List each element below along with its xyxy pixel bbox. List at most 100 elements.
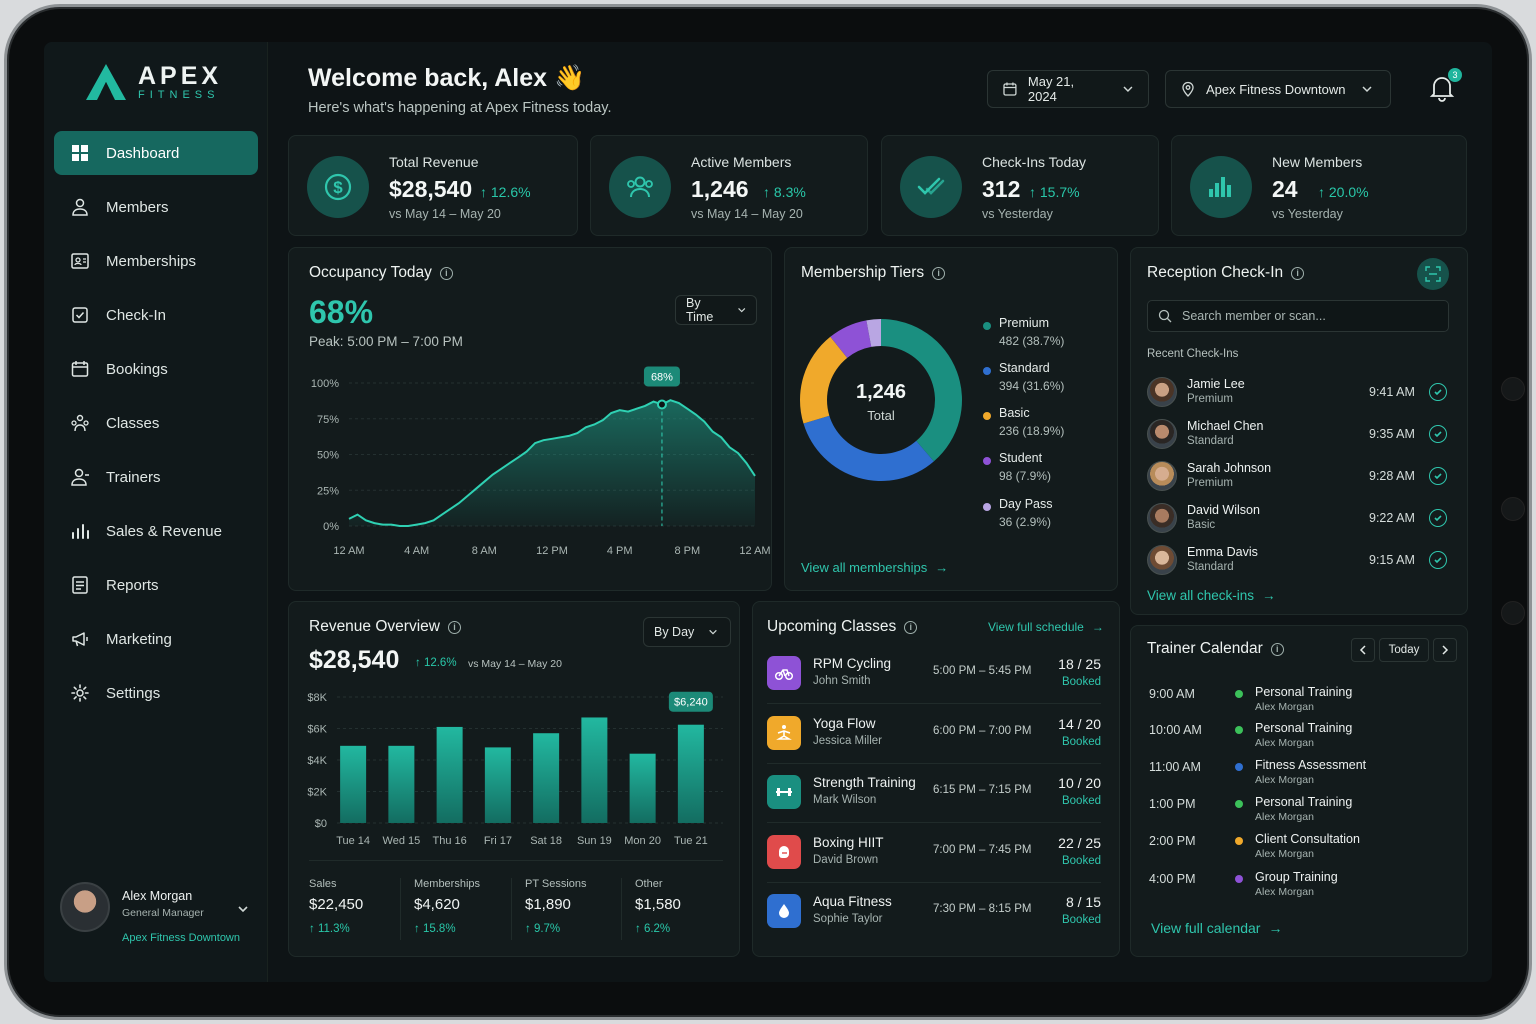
calendar-event[interactable]: 4:00 PM Group Training Alex Morgan	[1131, 869, 1467, 903]
bar-tue-14[interactable]	[340, 745, 367, 823]
kpi-icon-wrap	[609, 156, 671, 218]
kpi-card[interactable]: New Members 24 ↑ 20.0% vs Yesterday	[1171, 135, 1467, 236]
avatar	[60, 882, 110, 932]
class-booked: 14 / 20	[1058, 715, 1101, 732]
info-icon[interactable]: i	[1291, 266, 1305, 280]
event-trainer: Alex Morgan	[1255, 701, 1314, 713]
view-calendar-link[interactable]: View full calendar →	[1151, 920, 1282, 936]
event-title: Fitness Assessment	[1255, 758, 1367, 772]
class-booked: 18 / 25	[1058, 656, 1101, 672]
sidebar-item-marketing[interactable]: Marketing	[54, 617, 258, 661]
logo[interactable]: APEX FITNESS	[84, 62, 222, 102]
brand-name: APEX	[138, 62, 223, 90]
class-row[interactable]: Yoga Flow Jessica Miller 6:00 PM – 7:00 PM…	[753, 706, 1119, 764]
revenue-title: Revenue Overview	[309, 618, 440, 635]
legend-item: Standard 394 (31.6%)	[983, 361, 1103, 397]
checkin-row[interactable]: Emma Davis Standard 9:15 AM	[1131, 540, 1467, 580]
calendar-event[interactable]: 1:00 PM Personal Training Alex Morgan	[1131, 794, 1467, 828]
class-row[interactable]: RPM Cycling John Smith 5:00 PM – 5:45 PM 18…	[753, 646, 1119, 704]
tooltip-box	[643, 366, 680, 387]
class-row[interactable]: Strength Training Mark Wilson 6:15 PM – 7:…	[753, 765, 1119, 823]
user-profile[interactable]: Alex Morgan General Manager Apex Fitness…	[60, 880, 260, 950]
scan-button[interactable]	[1417, 258, 1449, 290]
bell-icon[interactable]	[1426, 72, 1458, 104]
sidebar-item-classes[interactable]: Classes	[54, 401, 258, 445]
bar-tue-21[interactable]	[677, 724, 704, 823]
checkin-row[interactable]: Jamie Lee Premium 9:41 AM	[1131, 372, 1467, 412]
class-row[interactable]: Boxing HIIT David Brown 7:00 PM – 7:45 PM 2…	[753, 825, 1119, 883]
kpi-icon-wrap	[1190, 156, 1252, 218]
view-schedule-link[interactable]: View full schedule →	[988, 620, 1104, 634]
revenue-value: $28,540	[309, 646, 400, 674]
checkbox-icon	[72, 307, 88, 323]
dollar-icon: $	[324, 173, 352, 201]
calendar-event[interactable]: 9:00 AM Personal Training Alex Morgan	[1131, 684, 1467, 718]
checkin-row[interactable]: David Wilson Basic 9:22 AM	[1131, 498, 1467, 538]
sidebar-item-reports[interactable]: Reports	[54, 563, 258, 607]
class-time: 6:15 PM – 7:15 PM	[933, 784, 1032, 796]
y-tick-label: $8K	[307, 692, 327, 704]
view-checkins-link[interactable]: View all check-ins →	[1147, 588, 1276, 603]
legend-value: 482 (38.7%)	[999, 334, 1065, 348]
checkin-row[interactable]: Michael Chen Standard 9:35 AM	[1131, 414, 1467, 454]
search-input[interactable]: Search member or scan...	[1147, 300, 1449, 332]
sidebar-item-bookings[interactable]: Bookings	[54, 347, 258, 391]
occupancy-filter[interactable]: By Time	[675, 295, 757, 325]
user-name: Alex Morgan	[122, 889, 193, 903]
class-row[interactable]: Aqua Fitness Sophie Taylor 7:30 PM – 8:15 …	[753, 884, 1119, 942]
info-icon[interactable]: i	[904, 620, 918, 634]
bar-sat-18[interactable]	[533, 733, 560, 823]
bar-fri-17[interactable]	[484, 747, 511, 823]
card-title: Membership Tiers i	[801, 264, 946, 282]
revenue-filter[interactable]: By Day	[643, 617, 731, 647]
kpi-card[interactable]: Active Members 1,246 ↑ 8.3% vs May 14 – May…	[590, 135, 868, 236]
calendar-prev-button[interactable]	[1351, 638, 1375, 662]
chevron-down-icon[interactable]	[236, 902, 250, 916]
calendar-next-button[interactable]	[1433, 638, 1457, 662]
info-icon[interactable]: i	[932, 266, 946, 280]
info-icon[interactable]: i	[439, 266, 453, 280]
pie-slice-standard[interactable]	[803, 415, 934, 481]
megaphone-icon	[72, 632, 88, 647]
sidebar-item-settings[interactable]: Settings	[54, 671, 258, 715]
bar-thu-16[interactable]	[436, 726, 463, 823]
pie-slice-premium[interactable]	[881, 319, 962, 462]
class-trainer: Mark Wilson	[813, 794, 877, 806]
pie-slice-day-pass[interactable]	[866, 319, 881, 347]
main-content: Welcome back, Alex 👋 Here's what's happe…	[288, 42, 1492, 982]
sidebar-item-trainers[interactable]: Trainers	[54, 455, 258, 499]
info-icon[interactable]: i	[1270, 642, 1284, 656]
sidebar-item-sales-revenue[interactable]: Sales & Revenue	[54, 509, 258, 553]
pie-slice-basic[interactable]	[800, 336, 848, 424]
date-picker[interactable]: May 21, 2024	[987, 70, 1149, 108]
brand-sub: FITNESS	[138, 89, 220, 101]
view-memberships-link[interactable]: View all memberships →	[801, 560, 948, 575]
sidebar-item-label: Bookings	[106, 360, 168, 378]
kpi-card[interactable]: $ Total Revenue $28,540 ↑ 12.6% vs May 14 – …	[288, 135, 578, 236]
pie-slice-student[interactable]	[830, 320, 872, 358]
location-picker[interactable]: Apex Fitness Downtown	[1165, 70, 1391, 108]
kpi-card[interactable]: Check-Ins Today 312 ↑ 15.7% vs Yesterday	[881, 135, 1159, 236]
divider	[767, 822, 1101, 823]
sidebar-item-check-in[interactable]: Check-In	[54, 293, 258, 337]
calendar-event[interactable]: 11:00 AM Fitness Assessment Alex Morgan	[1131, 757, 1467, 791]
chevron-down-icon	[737, 308, 745, 313]
sidebar-item-members[interactable]: Members	[54, 185, 258, 229]
sidebar-item-memberships[interactable]: Memberships	[54, 239, 258, 283]
info-icon[interactable]: i	[447, 620, 461, 634]
bar-sun-19[interactable]	[581, 717, 608, 823]
bike-icon	[774, 669, 794, 681]
double-check-icon	[917, 177, 945, 195]
highlight-point[interactable]	[656, 399, 667, 410]
arrow-right-icon: →	[1268, 920, 1283, 936]
kpi-compare: vs Yesterday	[982, 207, 1053, 221]
calendar-event[interactable]: 2:00 PM Client Consultation Alex Morgan	[1131, 831, 1467, 865]
sidebar-item-dashboard[interactable]: Dashboard	[54, 131, 258, 175]
event-time: 2:00 PM	[1149, 834, 1196, 848]
bar-mon-20[interactable]	[629, 753, 656, 823]
calendar-today-button[interactable]: Today	[1379, 638, 1429, 662]
calendar-event[interactable]: 10:00 AM Personal Training Alex Morgan	[1131, 720, 1467, 754]
bar-wed-15[interactable]	[388, 745, 415, 823]
x-tick-label: 4 PM	[607, 545, 633, 557]
checkin-row[interactable]: Sarah Johnson Premium 9:28 AM	[1131, 456, 1467, 496]
